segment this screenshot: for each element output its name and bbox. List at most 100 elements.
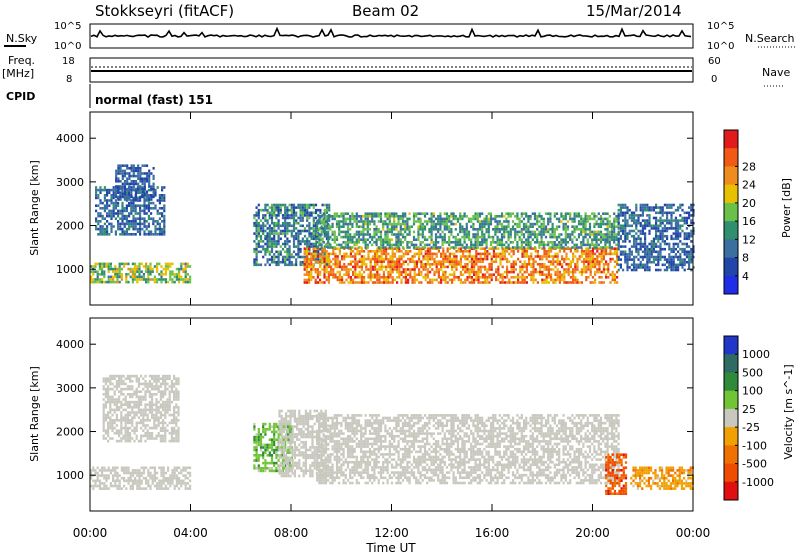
echo-cell bbox=[573, 246, 576, 249]
echo-cell bbox=[472, 215, 475, 218]
echo-cell bbox=[466, 276, 469, 279]
echo-cell bbox=[401, 235, 405, 239]
echo-cell bbox=[565, 252, 568, 256]
echo-cell bbox=[486, 252, 489, 256]
echo-cell bbox=[109, 469, 112, 472]
echo-cell bbox=[589, 270, 592, 274]
colorbar-segment bbox=[724, 202, 738, 222]
echo-cell bbox=[150, 194, 153, 197]
echo-cell bbox=[308, 260, 311, 263]
echo-cell bbox=[164, 476, 167, 480]
echo-cell bbox=[387, 260, 390, 263]
echo-cell bbox=[398, 276, 401, 279]
echo-cell bbox=[352, 278, 355, 282]
echo-cell bbox=[390, 228, 394, 231]
echo-cell bbox=[630, 211, 633, 215]
echo-cell bbox=[184, 267, 187, 271]
echo-cell bbox=[255, 219, 258, 222]
echo-cell bbox=[413, 273, 416, 276]
echo-cell bbox=[580, 281, 583, 284]
echo-cell bbox=[672, 263, 675, 267]
echo-cell bbox=[628, 232, 631, 235]
echo-cell bbox=[681, 208, 684, 212]
echo-cell bbox=[257, 245, 260, 248]
echo-cell bbox=[588, 222, 592, 226]
echo-cell bbox=[114, 482, 117, 485]
echo-cell bbox=[107, 262, 110, 266]
echo-cell bbox=[110, 196, 113, 200]
echo-cell bbox=[445, 225, 449, 228]
echo-cell bbox=[599, 222, 603, 226]
echo-cell bbox=[498, 220, 501, 223]
echo-cell bbox=[255, 255, 258, 259]
echo-cell bbox=[102, 421, 105, 425]
echo-cell bbox=[130, 199, 133, 202]
echo-cell bbox=[508, 278, 511, 282]
echo-cell bbox=[574, 278, 577, 282]
echo-cell bbox=[161, 188, 164, 192]
echo-cell bbox=[112, 479, 115, 483]
echo-cell bbox=[639, 255, 642, 259]
echo-cell bbox=[584, 235, 587, 239]
echo-cell bbox=[555, 225, 559, 228]
echo-cell bbox=[470, 246, 473, 249]
echo-cell bbox=[577, 212, 581, 215]
echo-cell bbox=[443, 235, 446, 239]
echo-cell bbox=[655, 232, 658, 235]
echo-cell bbox=[295, 245, 298, 248]
echo-cell bbox=[316, 241, 319, 244]
echo-cell bbox=[628, 266, 631, 269]
echo-cell bbox=[547, 241, 550, 244]
echo-cell bbox=[371, 273, 374, 276]
echo-cell bbox=[125, 207, 128, 210]
echo-cell bbox=[624, 255, 627, 259]
echo-cell bbox=[488, 276, 491, 279]
echo-cell bbox=[314, 208, 318, 212]
echo-cell bbox=[143, 201, 146, 205]
echo-cell bbox=[130, 201, 133, 205]
echo-cell bbox=[492, 238, 495, 241]
echo-cell bbox=[516, 246, 519, 249]
echo-cell bbox=[366, 215, 369, 218]
echo-cell bbox=[587, 250, 590, 253]
echo-cell bbox=[429, 257, 432, 261]
echo-cell bbox=[124, 434, 127, 438]
echo-cell bbox=[417, 212, 420, 215]
echo-cell bbox=[549, 246, 552, 249]
echo-cell bbox=[646, 221, 649, 225]
echo-cell bbox=[180, 275, 183, 279]
echo-cell bbox=[648, 247, 651, 251]
echo-cell bbox=[290, 234, 293, 238]
echo-cell bbox=[371, 250, 374, 253]
echo-cell bbox=[128, 174, 131, 178]
echo-cell bbox=[164, 267, 167, 271]
echo-cell bbox=[409, 257, 412, 261]
echo-cell bbox=[641, 266, 644, 269]
echo-cell bbox=[377, 238, 380, 241]
echo-cell bbox=[390, 230, 394, 234]
echo-cell bbox=[103, 233, 106, 236]
echo-cell bbox=[677, 221, 680, 225]
colorbar-tick-label: 8 bbox=[742, 252, 749, 265]
echo-cell bbox=[511, 228, 515, 231]
echo-cell bbox=[547, 270, 550, 274]
echo-cell bbox=[136, 204, 139, 207]
echo-cell bbox=[589, 260, 592, 263]
echo-cell bbox=[593, 215, 596, 218]
echo-cell bbox=[346, 222, 350, 226]
echo-cell bbox=[312, 229, 315, 233]
echo-cell bbox=[533, 241, 537, 244]
echo-cell bbox=[111, 419, 114, 422]
echo-cell bbox=[585, 278, 588, 282]
echo-cell bbox=[338, 230, 341, 234]
echo-cell bbox=[116, 476, 119, 480]
echo-cell bbox=[615, 233, 618, 236]
echo-cell bbox=[95, 188, 98, 192]
echo-cell bbox=[132, 209, 135, 213]
echo-cell bbox=[277, 258, 280, 261]
echo-cell bbox=[108, 199, 111, 202]
echo-cell bbox=[483, 225, 486, 228]
echo-cell bbox=[255, 258, 258, 261]
echo-cell bbox=[659, 229, 662, 233]
echo-cell bbox=[497, 278, 500, 282]
